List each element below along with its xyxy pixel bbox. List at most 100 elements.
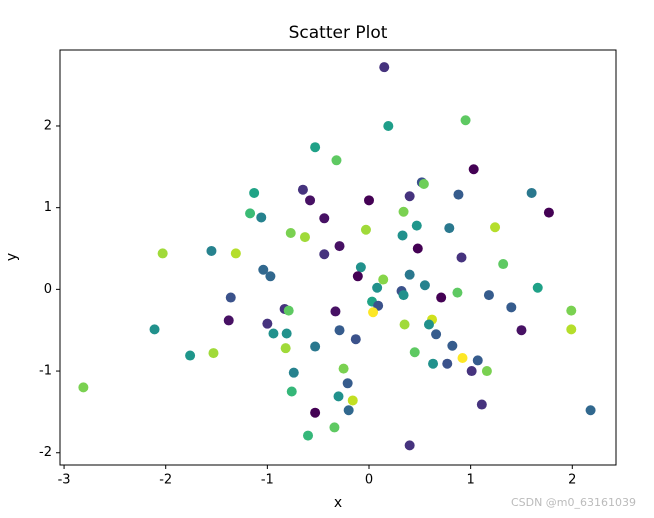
point <box>286 386 297 397</box>
point <box>208 348 219 359</box>
point <box>256 212 267 223</box>
point <box>355 262 366 273</box>
plot-frame <box>59 49 617 466</box>
point <box>299 232 310 243</box>
point <box>206 245 217 256</box>
point <box>566 324 577 335</box>
point <box>483 290 494 301</box>
point <box>481 366 492 377</box>
point <box>490 222 501 233</box>
point <box>506 302 517 313</box>
y-axis-label: y <box>4 253 20 261</box>
point <box>532 282 543 293</box>
point <box>334 241 345 252</box>
point <box>404 191 415 202</box>
point <box>516 325 527 336</box>
point <box>372 282 383 293</box>
point <box>319 213 330 224</box>
point <box>378 274 389 285</box>
point <box>225 292 236 303</box>
point <box>398 290 409 301</box>
point <box>283 305 294 316</box>
point <box>418 178 429 189</box>
point <box>364 195 375 206</box>
point <box>453 189 464 200</box>
point <box>249 187 260 198</box>
point <box>456 252 467 263</box>
point <box>342 378 353 389</box>
watermark: CSDN @m0_63161039 <box>511 496 636 509</box>
point <box>319 249 330 260</box>
point <box>442 358 453 369</box>
x-tick-label: -1 <box>261 473 274 488</box>
point <box>397 230 408 241</box>
point <box>447 340 458 351</box>
point <box>258 264 269 275</box>
point <box>585 405 596 416</box>
point <box>368 307 379 318</box>
point <box>268 328 279 339</box>
y-tick-label: 2 <box>44 118 52 133</box>
point <box>498 259 509 270</box>
point <box>411 220 422 231</box>
y-tick-label: -2 <box>39 445 52 460</box>
x-tick-label: -2 <box>159 473 172 488</box>
x-tick-label: 1 <box>467 473 475 488</box>
point <box>526 187 537 198</box>
point <box>423 319 434 330</box>
point <box>343 405 354 416</box>
point <box>303 430 314 441</box>
y-tick-label: 0 <box>44 282 52 297</box>
point <box>288 367 299 378</box>
point <box>431 329 442 340</box>
point <box>310 341 321 352</box>
point <box>223 315 234 326</box>
point <box>262 318 273 329</box>
point <box>404 440 415 451</box>
point <box>436 292 447 303</box>
point <box>379 62 390 73</box>
point <box>399 319 410 330</box>
x-tick-label: 0 <box>365 473 373 488</box>
point <box>460 115 471 126</box>
point <box>352 271 363 282</box>
point <box>347 395 358 406</box>
point <box>383 120 394 131</box>
point <box>466 366 477 377</box>
point <box>78 382 89 393</box>
point <box>404 269 415 280</box>
point <box>305 195 316 206</box>
x-tick-label: -3 <box>58 473 71 488</box>
point <box>338 363 349 374</box>
x-axis-label: x <box>334 495 342 511</box>
point <box>428 358 439 369</box>
y-tick-label: 1 <box>44 200 52 215</box>
point <box>334 325 345 336</box>
point <box>468 164 479 175</box>
point <box>412 243 423 254</box>
point <box>185 350 196 361</box>
point <box>245 208 256 219</box>
point <box>566 305 577 316</box>
point <box>419 280 430 291</box>
point <box>281 328 292 339</box>
point <box>310 407 321 418</box>
point <box>280 343 291 354</box>
point <box>444 223 455 234</box>
point <box>543 207 554 218</box>
point <box>331 155 342 166</box>
point <box>350 334 361 345</box>
point <box>230 248 241 259</box>
point <box>476 399 487 410</box>
point <box>457 352 468 363</box>
point <box>409 347 420 358</box>
point <box>472 355 483 366</box>
point <box>297 184 308 195</box>
point <box>310 142 321 153</box>
y-tick-label: -1 <box>39 364 52 379</box>
point <box>330 306 341 317</box>
point <box>329 422 340 433</box>
point <box>265 271 276 282</box>
point <box>149 324 160 335</box>
